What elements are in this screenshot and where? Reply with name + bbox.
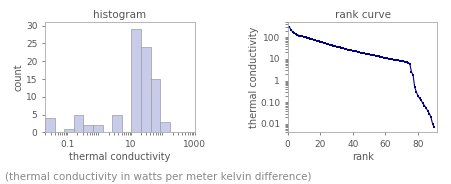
Y-axis label: count: count <box>13 63 23 91</box>
Bar <box>141 47 151 132</box>
Bar <box>151 79 160 132</box>
Bar <box>131 29 141 132</box>
Bar <box>45 118 55 132</box>
Bar <box>74 115 83 132</box>
Bar <box>83 125 93 132</box>
Bar <box>112 115 122 132</box>
Bar <box>160 122 170 132</box>
X-axis label: rank: rank <box>352 152 373 162</box>
Text: (thermal conductivity in watts per meter kelvin difference): (thermal conductivity in watts per meter… <box>5 172 311 182</box>
Y-axis label: thermal conductivity: thermal conductivity <box>249 27 258 128</box>
Title: histogram: histogram <box>93 10 147 20</box>
Bar <box>93 125 103 132</box>
Bar <box>64 129 74 132</box>
Title: rank curve: rank curve <box>335 10 391 20</box>
X-axis label: thermal conductivity: thermal conductivity <box>69 152 170 162</box>
